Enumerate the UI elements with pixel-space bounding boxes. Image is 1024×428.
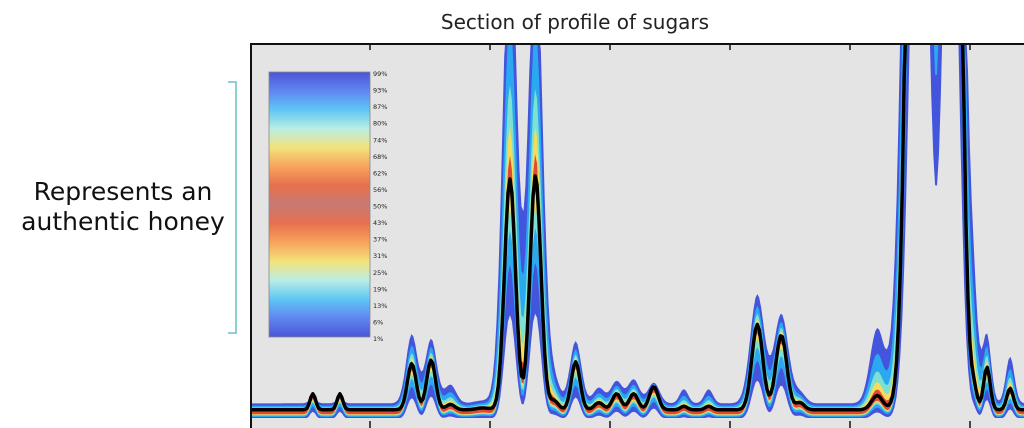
profile-line — [251, 44, 1024, 412]
colorbar-tick-label: 68% — [373, 153, 387, 161]
colorbar-tick-label: 31% — [373, 252, 387, 260]
colorbar-tick-label: 99% — [373, 70, 387, 78]
colorbar-tick-label: 56% — [373, 186, 387, 194]
profile-line-group — [251, 44, 1024, 412]
annotation-line-2: authentic honey — [21, 207, 225, 236]
colorbar-tick-label: 80% — [373, 120, 387, 128]
colorbar-tick-label: 62% — [373, 169, 387, 177]
colorbar-tick-label: 6% — [373, 318, 383, 326]
plot-frame — [250, 43, 1024, 428]
annotation-bracket — [228, 81, 237, 334]
colorbar-tick-label: 43% — [373, 219, 387, 227]
colorbar-ticks: 99% 93% 87% 80% 74% 68% 62% 56% 50% 43% 37% 31% 25% 1… — [373, 70, 387, 343]
colorbar-tick-label: 74% — [373, 136, 387, 144]
colorbar — [268, 71, 371, 338]
colorbar-tick-label: 1% — [373, 335, 383, 343]
colorbar-tick-label: 87% — [373, 103, 387, 111]
annotation-line-1: Represents an — [34, 177, 213, 206]
x-axis-ticks — [369, 44, 971, 428]
chart-title: Section of profile of sugars — [441, 10, 709, 34]
colorbar-tick-label: 37% — [373, 236, 387, 244]
annotation-label: Represents an authentic honey — [21, 177, 225, 236]
colorbar-tick-label: 19% — [373, 285, 387, 293]
colorbar-tick-label: 25% — [373, 269, 387, 277]
colorbar-tick-label: 50% — [373, 203, 387, 211]
colorbar-tick-label: 93% — [373, 87, 387, 95]
colorbar-tick-label: 13% — [373, 302, 387, 310]
